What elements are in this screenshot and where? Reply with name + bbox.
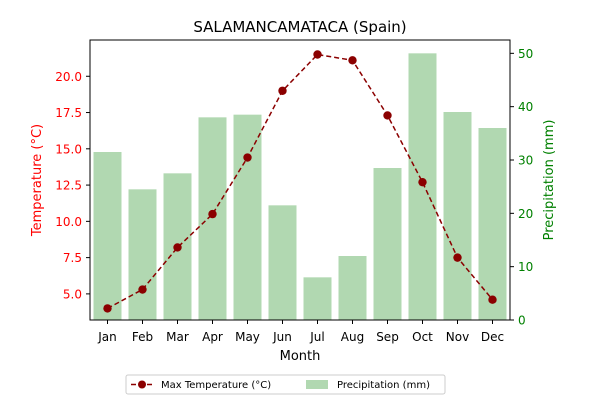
precipitation-bar-apr: [198, 117, 227, 320]
precipitation-bar-dec: [478, 128, 507, 320]
x-axis-label: Month: [280, 349, 321, 364]
legend: Max Temperature (°C) Precipitation (mm): [125, 374, 446, 395]
precipitation-bar-feb: [128, 189, 157, 320]
y-left-tick-label: 5.0: [63, 287, 82, 301]
precipitation-bar-sep: [373, 168, 402, 320]
x-tick-label-dec: Dec: [481, 330, 504, 344]
temperature-point-may: [243, 153, 252, 162]
precipitation-bars: [93, 53, 507, 321]
x-tick-label-mar: Mar: [166, 330, 189, 344]
x-tick-label-oct: Oct: [412, 330, 433, 344]
chart-title: SALAMANCAMATACA (Spain): [193, 18, 406, 36]
y-left-tick-label: 7.5: [63, 251, 82, 265]
y-axis-right-label: Precipitation (mm): [542, 120, 557, 241]
precipitation-bar-aug: [338, 256, 367, 320]
temperature-point-dec: [488, 295, 497, 304]
y-right-tick-label: 10: [518, 260, 533, 274]
y-axis-right: 0 10 20 30 40 50: [510, 47, 533, 328]
legend-entry-precipitation: Precipitation (mm): [337, 380, 430, 391]
temperature-point-nov: [453, 253, 462, 262]
y-left-tick-label: 20.0: [55, 70, 82, 84]
x-tick-label-aug: Aug: [341, 330, 364, 344]
x-tick-label-jul: Jul: [309, 330, 324, 344]
y-left-tick-label: 10.0: [55, 215, 82, 229]
x-tick-label-jun: Jun: [272, 330, 292, 344]
y-right-tick-label: 0: [518, 314, 526, 328]
temperature-point-aug: [348, 56, 357, 65]
precipitation-bar-jul: [303, 277, 332, 320]
x-axis: Jan Feb Mar Apr May Jun Jul Aug Sep Oct Nov Dec: [97, 320, 504, 344]
y-left-tick-label: 12.5: [55, 179, 82, 193]
precipitation-bar-may: [233, 114, 262, 321]
x-tick-label-feb: Feb: [132, 330, 153, 344]
temperature-point-mar: [173, 243, 182, 252]
y-axis-left-label: Temperature (°C): [30, 124, 45, 237]
x-tick-label-may: May: [235, 330, 260, 344]
temperature-point-feb: [138, 285, 147, 294]
precipitation-bar-oct: [408, 53, 437, 320]
temperature-point-jan: [103, 304, 112, 313]
precipitation-bar-jan: [93, 152, 122, 320]
legend-frame: [125, 374, 446, 395]
x-tick-label-apr: Apr: [202, 330, 223, 344]
plot-area-frame: [89, 39, 511, 321]
legend-bar-swatch: [306, 380, 328, 389]
y-right-tick-label: 40: [518, 100, 533, 114]
precipitation-bar-jun: [268, 205, 297, 320]
temperature-point-jun: [278, 86, 287, 95]
x-tick-label-sep: Sep: [376, 330, 399, 344]
y-left-tick-label: 17.5: [55, 106, 82, 120]
y-right-tick-label: 50: [518, 47, 533, 61]
y-right-tick-label: 30: [518, 154, 533, 168]
legend-entry-temperature: Max Temperature (°C): [161, 380, 271, 391]
temperature-point-jul: [313, 50, 322, 59]
temperature-point-oct: [418, 177, 427, 187]
temperature-line-layer: [103, 50, 497, 313]
x-tick-label-nov: Nov: [446, 330, 469, 344]
temperature-point-apr: [208, 209, 217, 219]
y-right-tick-label: 20: [518, 207, 533, 221]
y-left-tick-label: 15.0: [55, 142, 82, 156]
y-axis-left: 5.0 7.5 10.0 12.5 15.0 17.5 20.0: [55, 70, 90, 301]
precipitation-bar-nov: [443, 112, 472, 320]
legend-line-marker: [138, 380, 146, 389]
temperature-point-sep: [383, 111, 392, 120]
x-tick-label-jan: Jan: [97, 330, 117, 344]
